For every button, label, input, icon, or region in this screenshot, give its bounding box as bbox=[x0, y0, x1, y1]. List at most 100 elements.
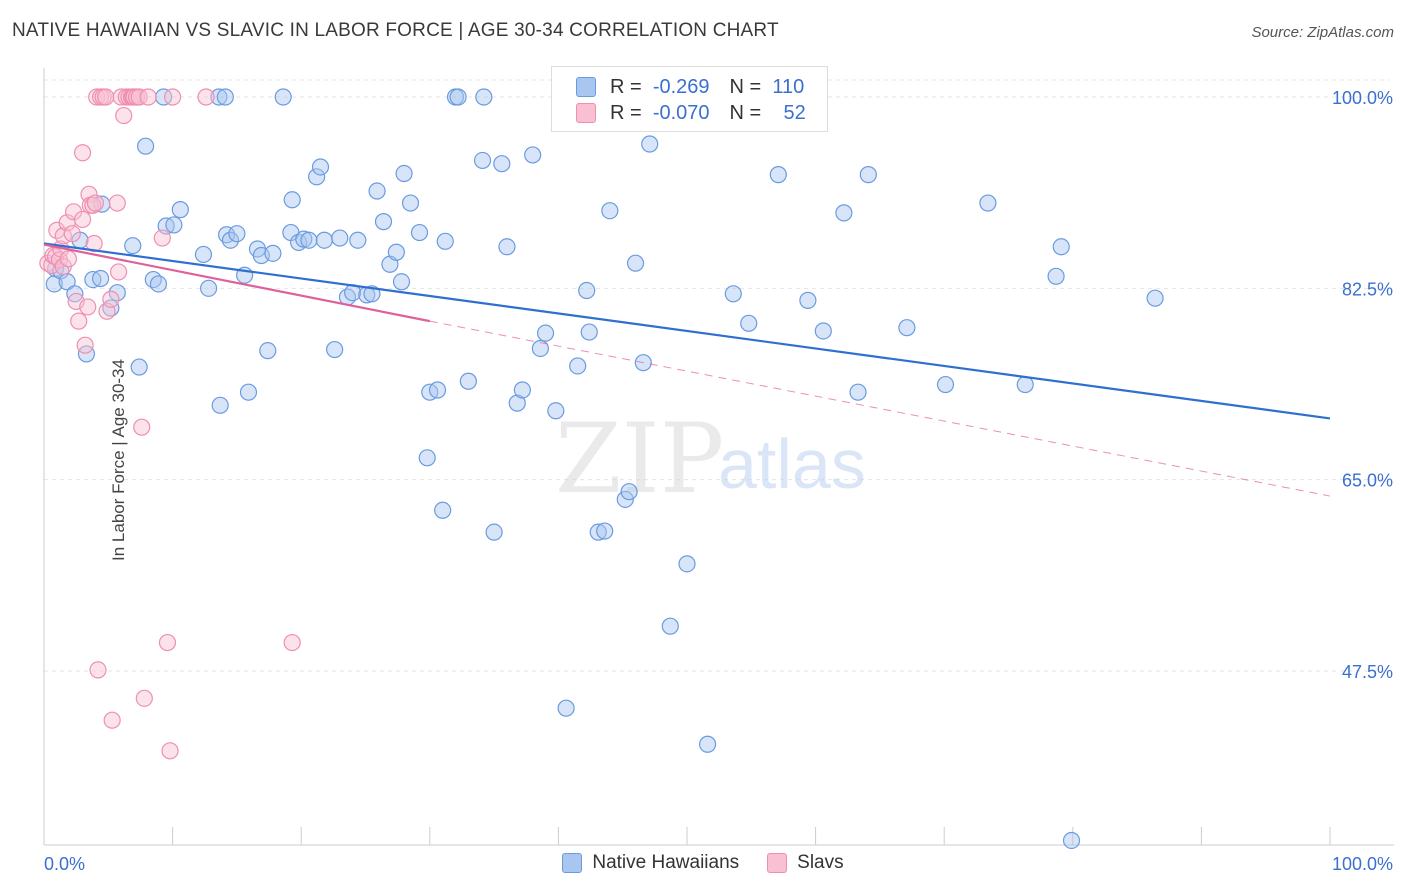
slav-point bbox=[85, 234, 103, 253]
native-hawaiian-point bbox=[130, 358, 148, 376]
slav-point bbox=[103, 711, 121, 729]
n-label: N = bbox=[729, 75, 762, 98]
native-hawaiian-point bbox=[473, 151, 492, 170]
slav-point bbox=[63, 225, 81, 243]
y-axis-label: In Labor Force | Age 30-34 bbox=[108, 359, 128, 561]
native-hawaiian-point bbox=[363, 285, 381, 303]
slav-point bbox=[70, 312, 88, 330]
native-hawaiian-point bbox=[77, 345, 96, 363]
legend-label: Native Hawaiians bbox=[592, 852, 740, 873]
native-hawaiian-point bbox=[979, 194, 997, 212]
legend-swatch-pink bbox=[767, 853, 788, 873]
native-hawaiian-point bbox=[300, 231, 318, 249]
native-hawaiian-point bbox=[149, 275, 168, 293]
native-hawaiian-point bbox=[410, 223, 429, 242]
watermark-zip: ZIP bbox=[555, 403, 724, 515]
native-hawaiian-point bbox=[596, 522, 614, 540]
native-hawaiian-point bbox=[498, 238, 516, 256]
slav-point bbox=[97, 88, 115, 106]
native-hawaiian-point bbox=[428, 381, 447, 399]
native-hawaiian-point bbox=[814, 322, 832, 340]
legend-row-native-hawaiians: R = -0.269 N = 110 bbox=[576, 75, 804, 99]
native-hawaiian-point bbox=[508, 394, 526, 412]
slav-point bbox=[86, 194, 105, 212]
native-hawaiian-point bbox=[124, 237, 142, 255]
slav-point bbox=[88, 88, 106, 106]
y-tick-label: 65.0% bbox=[1342, 471, 1393, 491]
native-hawaiian-point bbox=[211, 396, 229, 414]
native-hawaiian-point bbox=[578, 281, 596, 300]
legend-label: Slavs bbox=[797, 852, 844, 873]
native-hawaiian-point bbox=[580, 323, 598, 341]
slav-point bbox=[164, 88, 182, 106]
native-hawaiian-point bbox=[678, 555, 696, 573]
slav-point bbox=[139, 88, 157, 106]
legend-swatch-pink bbox=[576, 103, 596, 123]
native-hawaiian-point bbox=[835, 204, 853, 222]
native-hawaiian-point bbox=[513, 381, 531, 399]
native-hawaiian-point bbox=[108, 284, 126, 302]
native-hawaiian-point bbox=[601, 202, 619, 220]
slav-point bbox=[89, 661, 107, 679]
native-hawaiian-point bbox=[374, 213, 393, 231]
native-hawaiian-point bbox=[221, 231, 240, 249]
n-label: N = bbox=[729, 101, 762, 124]
native-hawaiian-point bbox=[724, 285, 742, 303]
native-hawaiian-point bbox=[626, 254, 645, 272]
slav-point bbox=[102, 290, 120, 308]
slav-point bbox=[130, 88, 148, 106]
native-hawaiian-point bbox=[493, 155, 511, 173]
r-label: R = bbox=[610, 101, 642, 124]
native-hawaiian-point bbox=[620, 483, 638, 501]
native-hawaiian-point bbox=[283, 191, 301, 209]
native-hawaiian-point bbox=[1047, 267, 1065, 285]
legend-swatch-blue bbox=[576, 77, 596, 97]
native-hawaiian-point bbox=[171, 201, 189, 219]
native-hawaiian-point bbox=[308, 168, 326, 186]
slav-point bbox=[133, 418, 151, 436]
native-hawaiian-point bbox=[434, 501, 452, 519]
native-hawaiian-point bbox=[264, 244, 282, 262]
native-hawaiian-point bbox=[859, 166, 877, 184]
native-hawaiian-point bbox=[1146, 289, 1164, 307]
native-hawaiian-point bbox=[311, 158, 330, 176]
native-hawaiian-point bbox=[459, 372, 477, 390]
native-hawaiian-point bbox=[1052, 238, 1070, 256]
native-hawaiian-point bbox=[769, 166, 787, 184]
native-hawaiian-point bbox=[210, 88, 228, 106]
native-hawaiian-point bbox=[589, 523, 607, 541]
y-tick-label: 82.5% bbox=[1342, 279, 1393, 299]
native-hawaiian-point bbox=[740, 314, 758, 332]
slav-trendline bbox=[43, 243, 431, 323]
native-hawaiian-point bbox=[569, 357, 587, 375]
r-value: -0.269 bbox=[652, 75, 710, 98]
native-hawaiian-point bbox=[392, 273, 411, 291]
native-hawaiian-point bbox=[387, 243, 405, 261]
native-hawaiian-point bbox=[91, 269, 110, 288]
n-value: 52 bbox=[783, 101, 806, 124]
r-value: -0.070 bbox=[652, 101, 710, 124]
native-hawaiian-point bbox=[557, 699, 575, 717]
native-hawaiian-point bbox=[259, 342, 277, 360]
native-hawaiian-point bbox=[524, 146, 542, 164]
native-hawaiian-point bbox=[395, 164, 413, 183]
native-hawaiian-point bbox=[661, 617, 679, 635]
native-hawaiian-point bbox=[1062, 831, 1081, 850]
native-hawaiian-point bbox=[239, 383, 258, 401]
slav-point bbox=[59, 250, 78, 268]
native-hawaiian-point bbox=[485, 523, 503, 541]
source-label: Source: ZipAtlas.com bbox=[1251, 24, 1394, 41]
native-hawaiian-point bbox=[290, 233, 308, 252]
native-hawaiian-point bbox=[547, 402, 565, 420]
native-hawaiian-point bbox=[216, 88, 234, 106]
slav-point bbox=[158, 633, 177, 652]
slav-point bbox=[197, 88, 215, 106]
native-hawaiian-point bbox=[799, 291, 817, 309]
native-hawaiian-point bbox=[475, 88, 493, 106]
watermark-atlas: atlas bbox=[718, 425, 866, 503]
slav-point bbox=[115, 106, 133, 125]
r-label: R = bbox=[610, 75, 642, 98]
correlation-legend: R = -0.269 N = 110 R = -0.070 N = 52 bbox=[551, 66, 828, 132]
native-hawaiian-point bbox=[200, 279, 218, 297]
